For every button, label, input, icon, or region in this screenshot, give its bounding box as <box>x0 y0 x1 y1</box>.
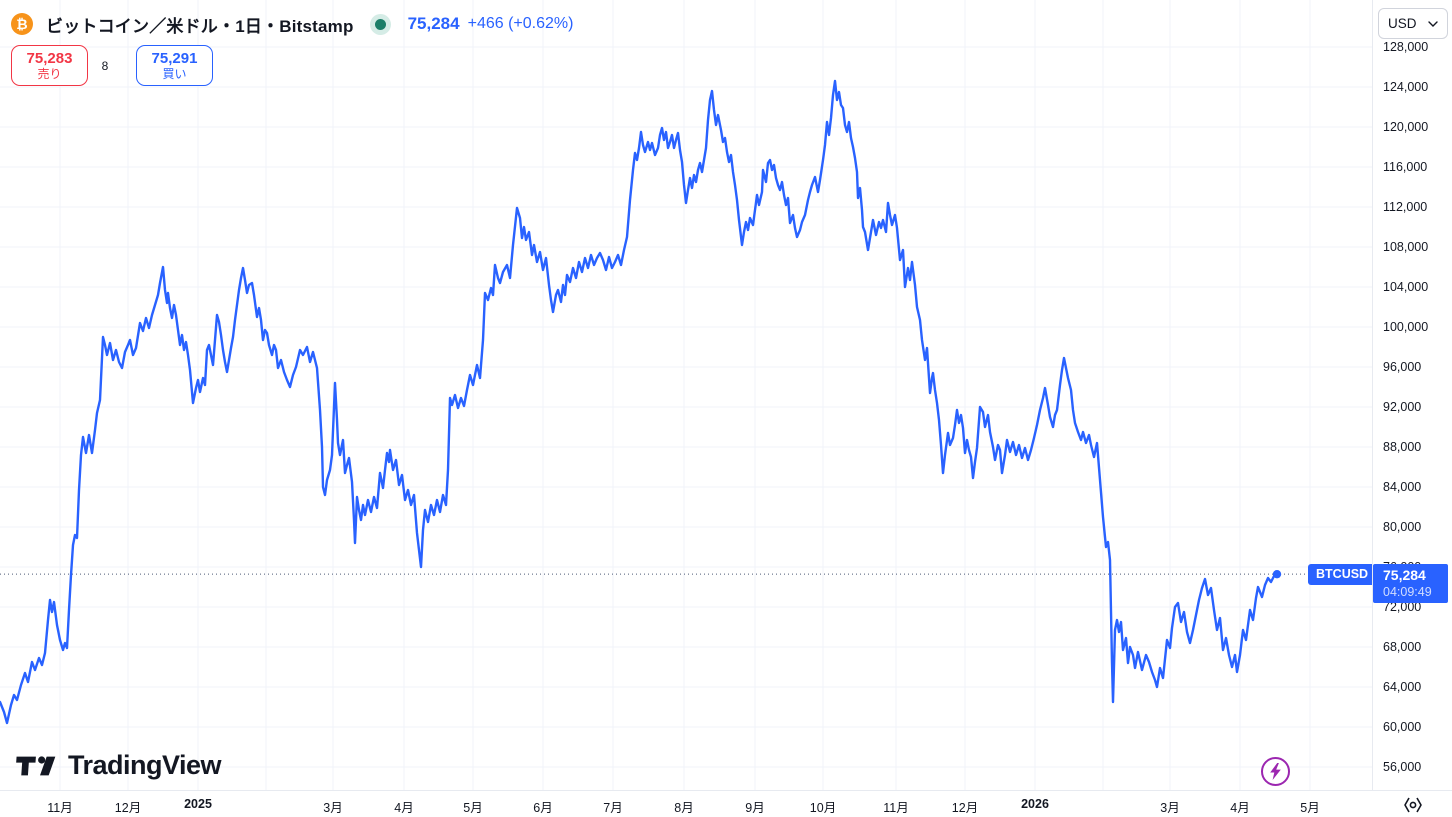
price-line-series <box>0 79 1279 725</box>
price-tick-label: 116,000 <box>1383 160 1428 174</box>
price-tick-label: 128,000 <box>1383 40 1429 54</box>
symbol-title[interactable]: ビットコイン／米ドル・1日・Bitstamp <box>46 16 354 36</box>
price-tick-label: 100,000 <box>1383 320 1429 334</box>
price-tick-label: 72,000 <box>1383 600 1422 614</box>
time-tick-label: 4月 <box>1230 801 1250 815</box>
price-tick-label: 84,000 <box>1383 480 1422 494</box>
buy-price: 75,291 <box>151 50 198 67</box>
price-tick-label: 80,000 <box>1383 520 1422 534</box>
price-tick-label: 92,000 <box>1383 400 1422 414</box>
tradingview-logo-text: TradingView <box>68 750 222 780</box>
chart-legend: ₿ ビットコイン／米ドル・1日・Bitstamp 75,284 +466 (+0… <box>11 11 573 86</box>
time-scale[interactable]: 11月 12月 2025 3月 4月 5月 6月 7月 8月 9月 10月 11月 12月 2026 3月 4… <box>0 790 1452 817</box>
time-tick-label: 3月 <box>1160 801 1180 815</box>
price-tick-label: 56,000 <box>1383 760 1422 774</box>
current-price-value: 75,284 <box>1383 566 1426 583</box>
series-price-flag: BTCUSD <box>1308 563 1377 585</box>
chart-plot-area[interactable] <box>0 0 1372 790</box>
time-tick-label: 10月 <box>809 801 837 815</box>
last-value-dot <box>1272 569 1282 579</box>
tradingview-mark-icon <box>16 755 56 775</box>
time-tick-label: 8月 <box>674 801 694 815</box>
time-tick-label: 11月 <box>47 801 73 815</box>
time-tick-label: 2025 <box>184 797 212 811</box>
lightning-trade-button[interactable] <box>1261 757 1290 786</box>
sell-label: 売り <box>37 67 62 81</box>
price-tick-label: 124,000 <box>1383 80 1429 94</box>
price-change: +466 (+0.62%) <box>467 15 574 32</box>
tradingview-logo[interactable]: TradingView <box>16 750 222 781</box>
spread-value: 8 <box>101 58 109 73</box>
price-tick-label: 88,000 <box>1383 440 1422 454</box>
time-tick-label: 3月 <box>323 801 343 815</box>
current-price-tag: 75,284 04:09:49 <box>1373 563 1448 603</box>
time-tick-label: 11月 <box>883 801 909 815</box>
buy-button[interactable]: 75,291 買い <box>136 45 213 86</box>
bitcoin-icon: ₿ <box>11 13 33 35</box>
buy-label: 買い <box>162 67 187 81</box>
last-price: 75,284 <box>407 14 460 33</box>
time-tick-label: 5月 <box>463 801 483 815</box>
price-tick-label: 112,000 <box>1383 200 1428 214</box>
price-tick-label: 68,000 <box>1383 640 1422 654</box>
market-status-icon[interactable] <box>369 13 391 35</box>
price-scale[interactable]: 128,000 124,000 120,000 116,000 112,000 108,0… <box>1372 0 1452 790</box>
currency-dropdown[interactable]: USD <box>1378 8 1448 39</box>
chevron-down-icon <box>1428 20 1438 27</box>
time-tick-label: 7月 <box>603 801 623 815</box>
time-tick-label: 12月 <box>951 801 979 815</box>
scale-settings-icon[interactable] <box>1399 794 1427 816</box>
lightning-bolt-icon <box>1270 763 1281 780</box>
price-tick-label: 108,000 <box>1383 240 1429 254</box>
sell-button[interactable]: 75,283 売り <box>11 45 88 86</box>
price-tick-label: 120,000 <box>1383 120 1429 134</box>
time-tick-label: 9月 <box>745 801 765 815</box>
price-tick-label: 64,000 <box>1383 680 1422 694</box>
bar-countdown: 04:09:49 <box>1383 584 1432 599</box>
time-tick-label: 5月 <box>1300 801 1320 815</box>
time-tick-label: 4月 <box>394 801 414 815</box>
time-tick-label: 2026 <box>1021 797 1049 811</box>
time-tick-label: 6月 <box>533 801 553 815</box>
currency-label: USD <box>1388 16 1417 31</box>
price-tick-label: 96,000 <box>1383 360 1422 374</box>
price-tick-label: 60,000 <box>1383 720 1422 734</box>
time-tick-label: 12月 <box>114 801 142 815</box>
sell-price: 75,283 <box>26 50 73 67</box>
price-tick-label: 104,000 <box>1383 280 1429 294</box>
